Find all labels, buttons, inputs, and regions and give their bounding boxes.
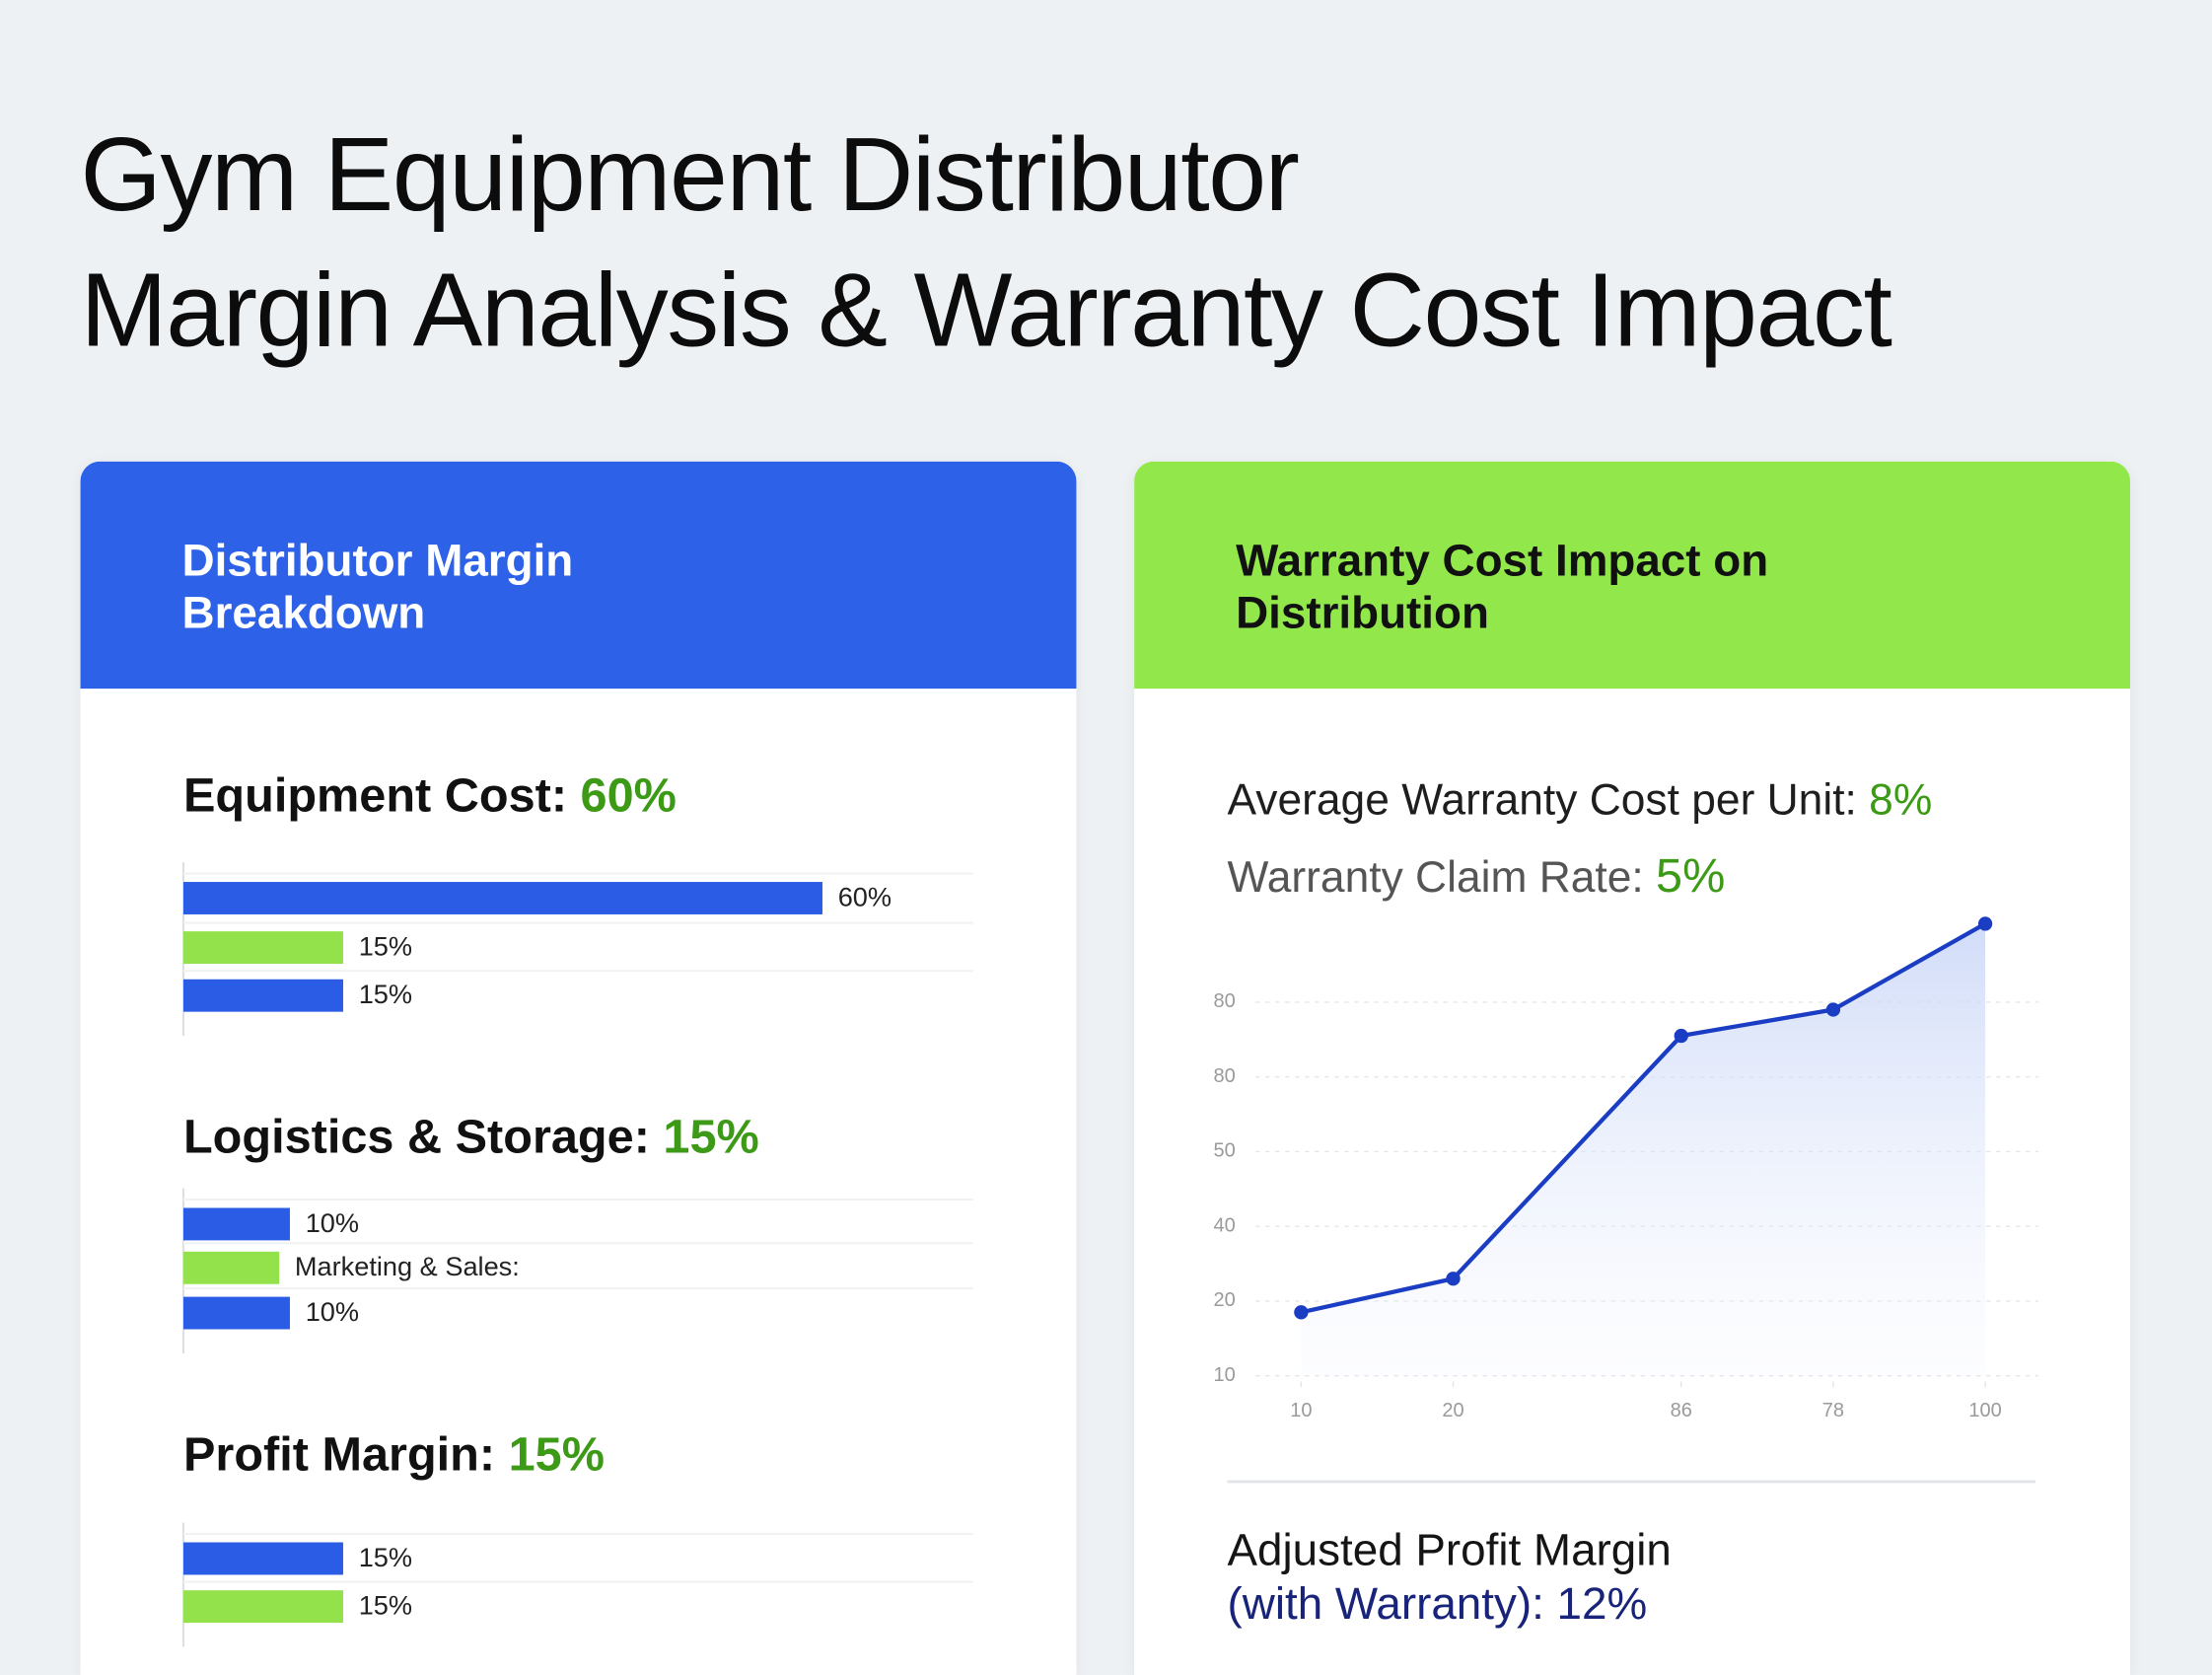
bar (182, 1207, 290, 1241)
adjusted-line: Adjusted Profit Margin (1227, 1523, 1672, 1575)
adjusted-margin: Adjusted Profit Margin (with Warranty): … (1228, 1522, 1672, 1630)
stat-label: Warranty Claim Rate: (1227, 852, 1644, 903)
card-header: Distributor Margin Breakdown (80, 461, 1077, 690)
section-value: 15% (663, 1110, 759, 1165)
bar-label: Marketing & Sales: (295, 1251, 520, 1281)
section-value: 60% (580, 768, 677, 823)
bar-label: 15% (359, 979, 412, 1009)
point (1977, 916, 1993, 931)
divider (1227, 1480, 2036, 1484)
y-tick-label: 10 (1214, 1364, 1236, 1386)
bar (182, 882, 822, 914)
stat: Average Warranty Cost per Unit: 8% (1228, 774, 1933, 825)
card-title: Warranty Cost Impact on Distribution (1236, 535, 1768, 639)
card-title-line: Breakdown (181, 587, 426, 638)
y-tick-label: 50 (1214, 1140, 1236, 1162)
section-heading: Equipment Cost: 60% (183, 769, 677, 825)
card-title-line: Distribution (1236, 587, 1489, 638)
x-tick-label: 20 (1442, 1400, 1463, 1421)
x-tick-label: 86 (1671, 1400, 1692, 1421)
section-heading: Profit Margin: 15% (183, 1428, 605, 1484)
stat-value: 8% (1869, 774, 1933, 825)
stat: Warranty Claim Rate: 5% (1228, 849, 1726, 905)
bar (182, 931, 343, 965)
section-label: Logistics & Storage: (182, 1110, 650, 1165)
point (1446, 1272, 1461, 1286)
margin-card: Distributor Margin Breakdown (80, 461, 1077, 1675)
y-tick-label: 20 (1214, 1289, 1236, 1311)
title-line: Gym Equipment Distributor (80, 115, 1300, 234)
section-label: Equipment Cost: (182, 768, 568, 823)
section-value: 15% (508, 1427, 605, 1483)
bar (182, 1296, 290, 1330)
bar-label: 15% (359, 1542, 412, 1572)
card-title-line: Warranty Cost Impact on (1236, 535, 1769, 586)
point (1825, 1002, 1841, 1017)
section-label: Profit Margin: (182, 1427, 496, 1483)
bar-label: 10% (306, 1207, 359, 1238)
stat-value: 5% (1656, 849, 1726, 904)
y-tick-label: 80 (1214, 1065, 1236, 1087)
section-heading: Logistics & Storage: 15% (183, 1111, 759, 1166)
point (1294, 1305, 1309, 1320)
x-tick-label: 78 (1822, 1400, 1844, 1421)
card-header: Warranty Cost Impact on Distribution (1134, 461, 2131, 690)
bar-label: 10% (306, 1296, 359, 1327)
title-line: Margin Analysis & Warranty Cost Impact (80, 251, 1892, 369)
page-title: Gym Equipment Distributor Margin Analysi… (80, 108, 1892, 379)
stat-label: Average Warranty Cost per Unit: (1227, 774, 1857, 825)
bar-label: 60% (838, 881, 892, 911)
bar (182, 1251, 280, 1284)
point (1674, 1028, 1688, 1044)
card-title: Distributor Margin Breakdown (182, 535, 574, 639)
area (1301, 923, 1986, 1376)
card-title-line: Distributor Margin (181, 535, 574, 586)
bar (182, 1542, 343, 1575)
y-tick-label: 80 (1214, 990, 1236, 1012)
bar-label: 15% (359, 930, 412, 961)
bar (182, 1590, 343, 1624)
x-tick-label: 10 (1290, 1400, 1312, 1421)
bar-label: 15% (359, 1589, 412, 1620)
adjusted-line: (with Warranty): 12% (1227, 1577, 1648, 1629)
y-tick-label: 40 (1214, 1214, 1236, 1236)
x-tick-label: 100 (1968, 1400, 2001, 1421)
bar (182, 979, 343, 1012)
